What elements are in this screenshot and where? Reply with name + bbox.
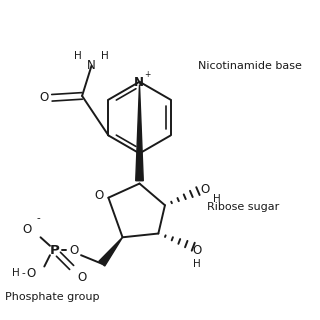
Text: O: O (69, 244, 78, 257)
Text: P: P (50, 244, 60, 257)
Text: -: - (37, 213, 41, 223)
Text: H: H (193, 259, 201, 269)
Text: O: O (27, 267, 36, 280)
Text: Phosphate group: Phosphate group (5, 292, 99, 302)
Text: Nicotinamide base: Nicotinamide base (198, 61, 302, 71)
Text: O: O (94, 189, 104, 202)
Text: O: O (192, 244, 202, 257)
Text: Ribose sugar: Ribose sugar (207, 202, 280, 212)
Text: H: H (213, 194, 221, 204)
Polygon shape (99, 237, 123, 266)
Text: H: H (12, 268, 20, 278)
Text: N: N (87, 59, 96, 72)
Polygon shape (136, 84, 143, 181)
Text: O: O (23, 223, 32, 236)
Text: H: H (101, 51, 108, 61)
Text: +: + (144, 70, 150, 79)
Text: O: O (77, 271, 87, 284)
Text: N: N (133, 76, 144, 89)
Text: H: H (75, 51, 82, 61)
Text: O: O (200, 183, 209, 196)
Text: O: O (40, 91, 49, 104)
Text: -: - (22, 268, 25, 278)
